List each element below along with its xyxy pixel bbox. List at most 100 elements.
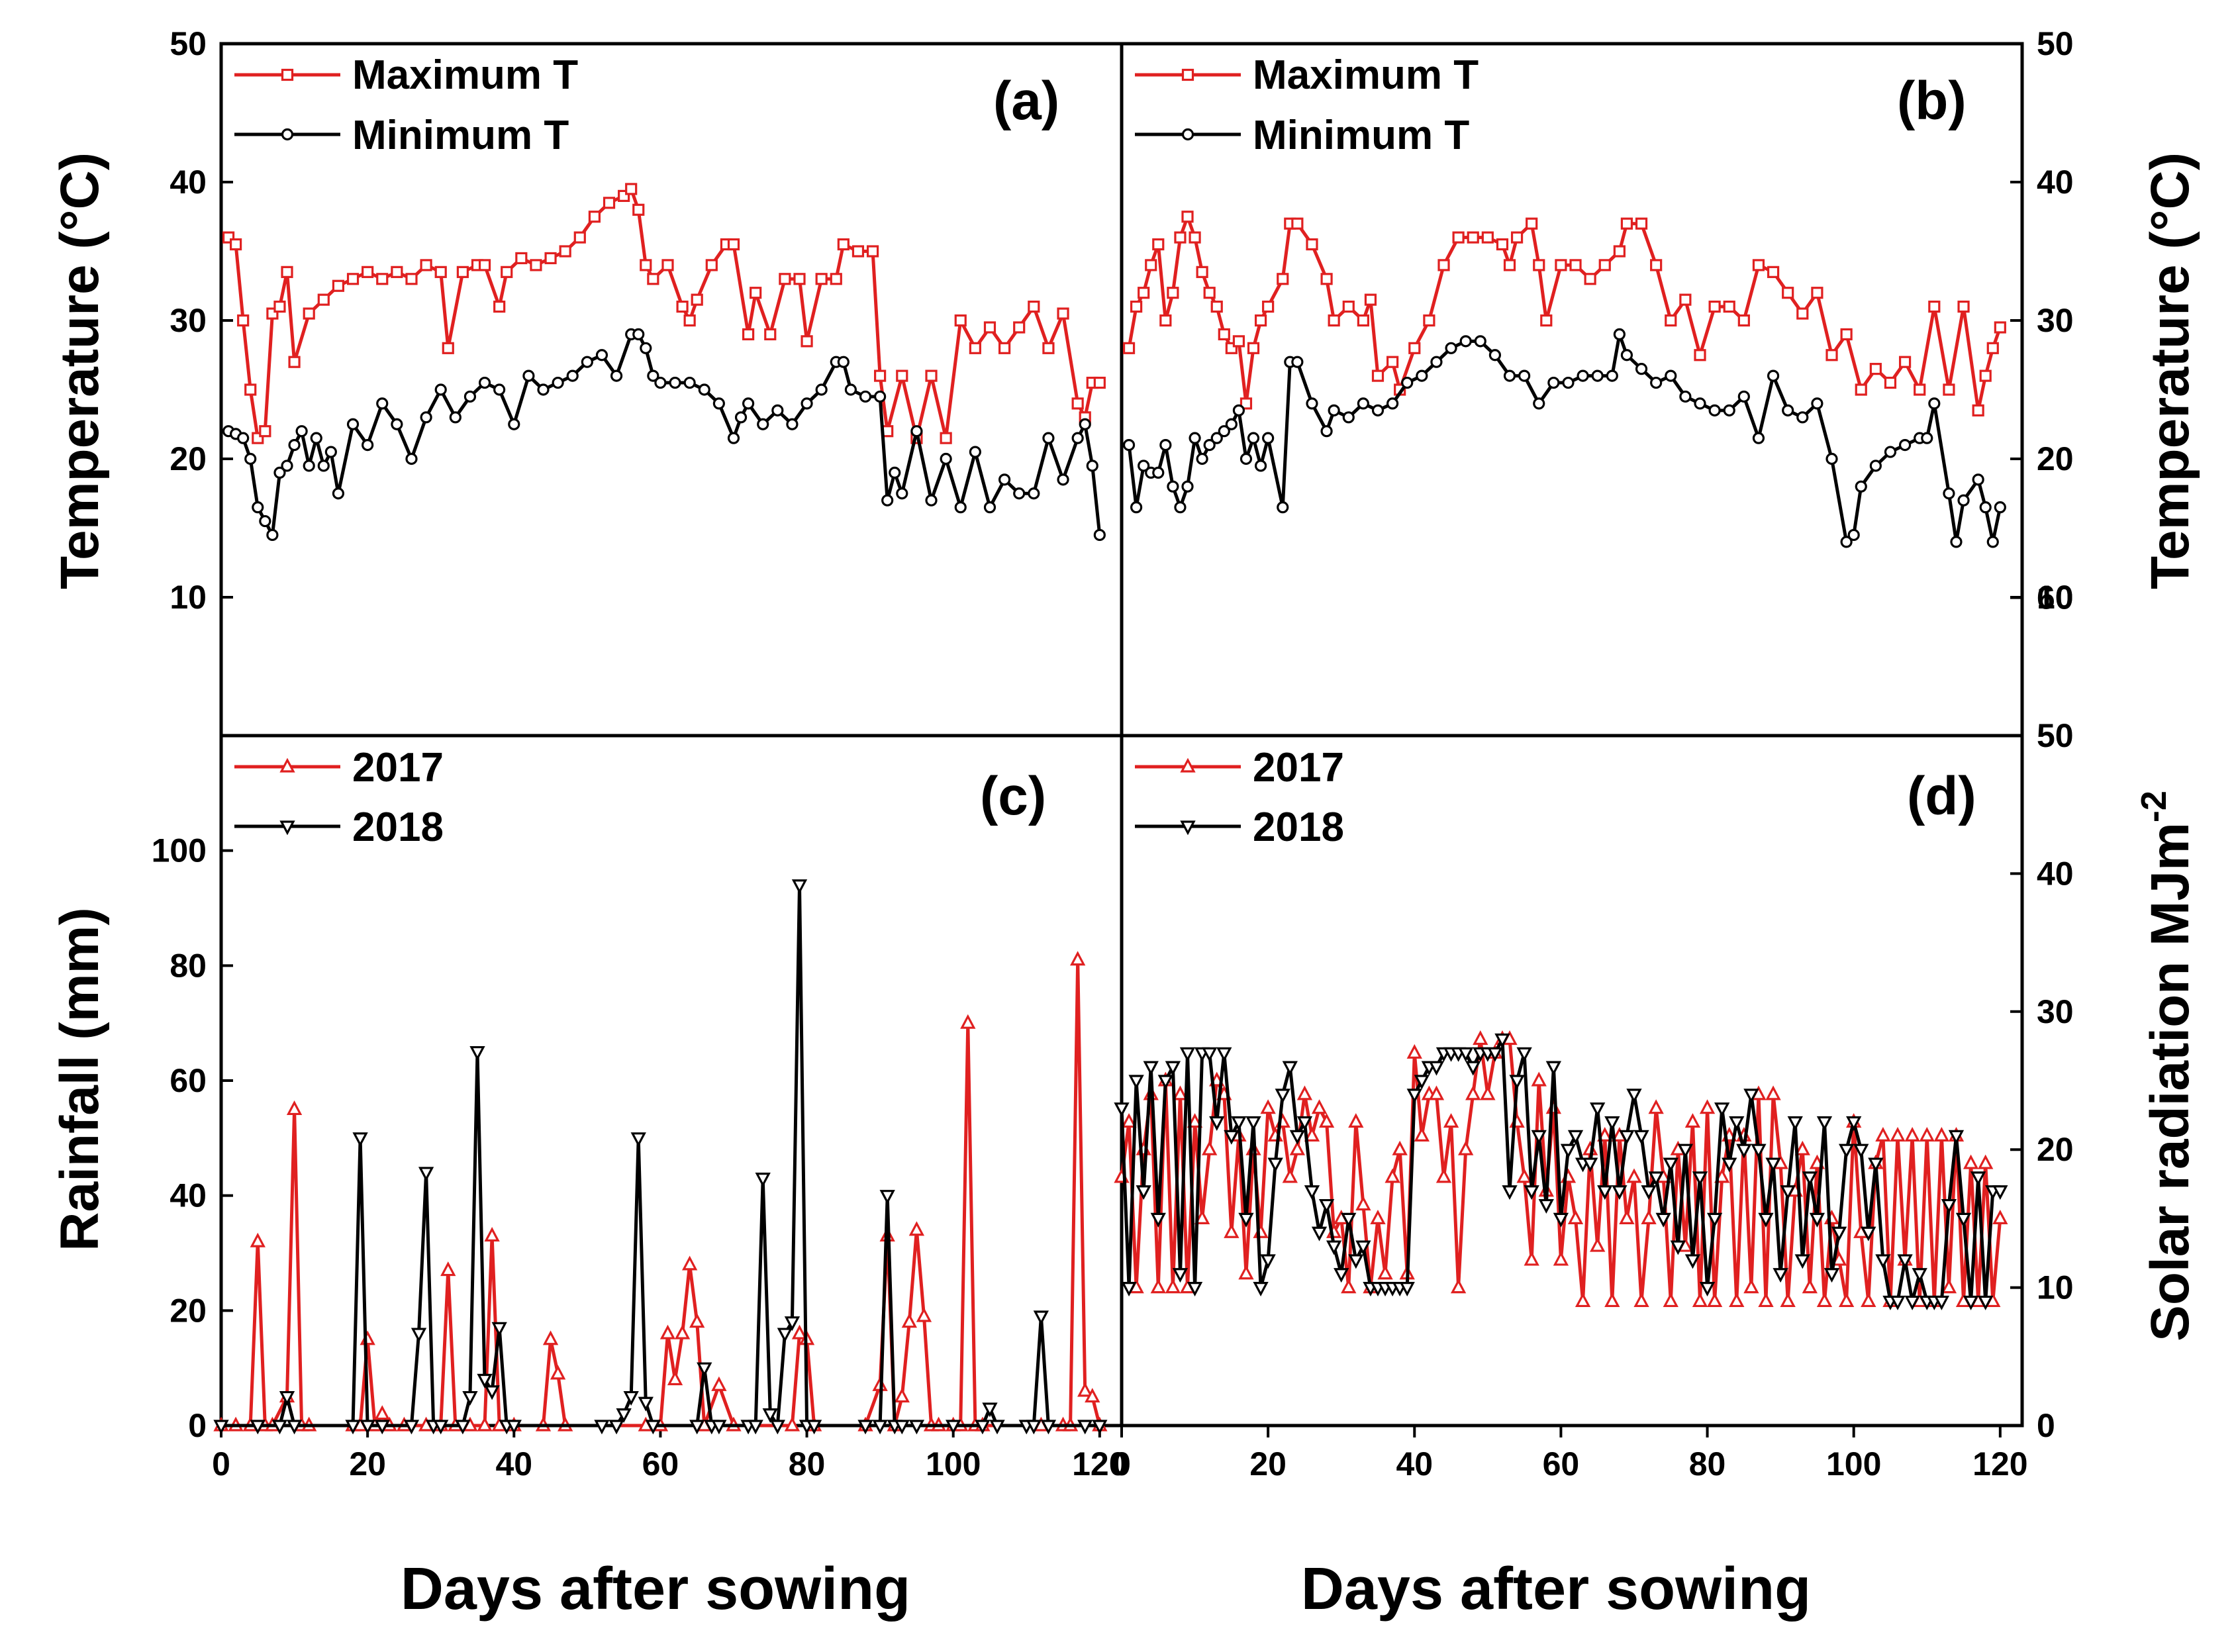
point-b-0-45 bbox=[1569, 259, 1582, 271]
point-b-0-74 bbox=[1979, 369, 1992, 382]
point-a-1-30 bbox=[552, 376, 564, 389]
point-a-1-69 bbox=[1042, 432, 1055, 444]
point-a-1-15 bbox=[332, 487, 345, 500]
point-b-0-33 bbox=[1423, 314, 1435, 327]
point-b-0-58 bbox=[1752, 259, 1765, 271]
point-c-1-49 bbox=[946, 1420, 961, 1435]
point-d-1-75 bbox=[1663, 1157, 1678, 1173]
point-d-1-52 bbox=[1494, 1033, 1510, 1048]
point-c-0-40 bbox=[784, 1416, 801, 1432]
point-a-1-8 bbox=[281, 460, 293, 472]
point-c-1-18 bbox=[484, 1385, 500, 1400]
point-d-1-76 bbox=[1670, 1240, 1686, 1255]
series-layer bbox=[213, 183, 2008, 1435]
legend-marker-d-1 bbox=[1180, 820, 1196, 836]
point-d-1-64 bbox=[1582, 1157, 1598, 1173]
y-axis-title-d: Solar radiation MJm-2 bbox=[2134, 791, 2200, 1341]
point-a-1-7 bbox=[273, 466, 286, 479]
point-a-1-16 bbox=[346, 418, 360, 430]
point-b-1-49 bbox=[1665, 369, 1677, 382]
series-c-0 bbox=[213, 951, 1108, 1432]
y-tick-label-c-60: 60 bbox=[170, 1062, 207, 1099]
point-b-0-68 bbox=[1898, 356, 1912, 368]
series-line-a-1 bbox=[228, 332, 1102, 537]
point-d-1-79 bbox=[1692, 1171, 1708, 1187]
point-c-0-63 bbox=[1077, 1382, 1093, 1397]
point-a-1-62 bbox=[940, 452, 952, 465]
point-a-0-14 bbox=[362, 266, 374, 278]
point-d-0-11 bbox=[1194, 1209, 1210, 1225]
point-d-1-106 bbox=[1890, 1295, 1906, 1310]
point-c-1-51 bbox=[982, 1402, 998, 1418]
point-b-0-11 bbox=[1203, 287, 1216, 299]
point-c-0-50 bbox=[908, 1221, 925, 1236]
point-b-0-53 bbox=[1679, 293, 1692, 306]
point-a-0-60 bbox=[925, 369, 938, 382]
point-d-1-103 bbox=[1868, 1157, 1884, 1173]
point-d-1-56 bbox=[1524, 1185, 1539, 1200]
point-a-1-11 bbox=[303, 460, 315, 472]
point-d-0-65 bbox=[1590, 1237, 1606, 1252]
point-b-1-27 bbox=[1357, 397, 1369, 410]
point-d-1-57 bbox=[1531, 1130, 1547, 1145]
point-c-0-38 bbox=[711, 1376, 727, 1391]
point-c-1-36 bbox=[762, 1408, 778, 1424]
point-a-1-63 bbox=[954, 501, 967, 514]
point-b-0-76 bbox=[1994, 321, 2006, 334]
point-b-1-44 bbox=[1606, 369, 1618, 382]
point-c-1-50 bbox=[975, 1420, 991, 1435]
point-b-1-50 bbox=[1679, 390, 1692, 403]
point-b-1-46 bbox=[1620, 349, 1633, 362]
x-tick-label-d-20: 20 bbox=[1249, 1445, 1287, 1482]
point-d-1-40 bbox=[1406, 1089, 1422, 1104]
point-d-0-40 bbox=[1406, 1044, 1422, 1059]
point-d-1-80 bbox=[1699, 1281, 1716, 1297]
point-d-0-70 bbox=[1626, 1168, 1642, 1183]
point-d-0-116 bbox=[1963, 1154, 1979, 1169]
point-d-0-7 bbox=[1165, 1279, 1181, 1294]
point-b-1-30 bbox=[1401, 376, 1414, 389]
point-b-1-40 bbox=[1547, 376, 1560, 389]
point-a-0-10 bbox=[303, 307, 315, 320]
point-b-1-71 bbox=[1950, 536, 1963, 548]
x-tick-label-c-80: 80 bbox=[789, 1445, 826, 1482]
point-c-0-27 bbox=[542, 1330, 559, 1345]
point-d-1-55 bbox=[1516, 1047, 1532, 1062]
point-b-0-42 bbox=[1533, 259, 1545, 271]
y-tick-label-a-50: 50 bbox=[170, 25, 207, 62]
point-b-1-42 bbox=[1577, 369, 1589, 382]
point-d-1-69 bbox=[1619, 1130, 1635, 1145]
point-a-0-31 bbox=[588, 211, 601, 223]
point-c-1-23 bbox=[608, 1420, 624, 1435]
point-b-1-17 bbox=[1247, 432, 1260, 444]
point-d-1-25 bbox=[1296, 1116, 1313, 1131]
point-b-0-55 bbox=[1708, 301, 1721, 313]
point-a-0-73 bbox=[1093, 376, 1106, 389]
point-c-1-11 bbox=[418, 1167, 434, 1182]
point-c-1-27 bbox=[638, 1396, 654, 1412]
point-c-0-23 bbox=[484, 1227, 500, 1242]
point-d-0-56 bbox=[1524, 1251, 1539, 1266]
point-d-1-65 bbox=[1590, 1102, 1606, 1118]
point-c-1-16 bbox=[469, 1045, 485, 1061]
point-b-0-44 bbox=[1555, 259, 1567, 271]
point-b-1-68 bbox=[1921, 432, 1933, 444]
point-d-1-107 bbox=[1897, 1254, 1913, 1269]
point-d-1-117 bbox=[1970, 1171, 1986, 1187]
point-b-0-67 bbox=[1884, 376, 1897, 389]
point-d-1-43 bbox=[1428, 1061, 1445, 1076]
point-a-0-48 bbox=[779, 273, 791, 285]
point-a-1-3 bbox=[244, 452, 257, 465]
point-a-0-62 bbox=[954, 314, 967, 327]
point-a-0-34 bbox=[625, 183, 638, 195]
point-d-1-90 bbox=[1773, 1268, 1788, 1283]
point-b-1-75 bbox=[1986, 536, 1999, 548]
y-tick-label-a-10: 10 bbox=[170, 579, 207, 616]
point-a-1-47 bbox=[757, 418, 769, 430]
point-d-1-29 bbox=[1326, 1240, 1342, 1255]
point-b-0-16 bbox=[1240, 397, 1253, 410]
point-b-1-60 bbox=[1825, 452, 1838, 465]
point-d-1-101 bbox=[1853, 1143, 1869, 1159]
point-a-1-17 bbox=[362, 438, 374, 452]
point-d-1-13 bbox=[1209, 1116, 1225, 1131]
